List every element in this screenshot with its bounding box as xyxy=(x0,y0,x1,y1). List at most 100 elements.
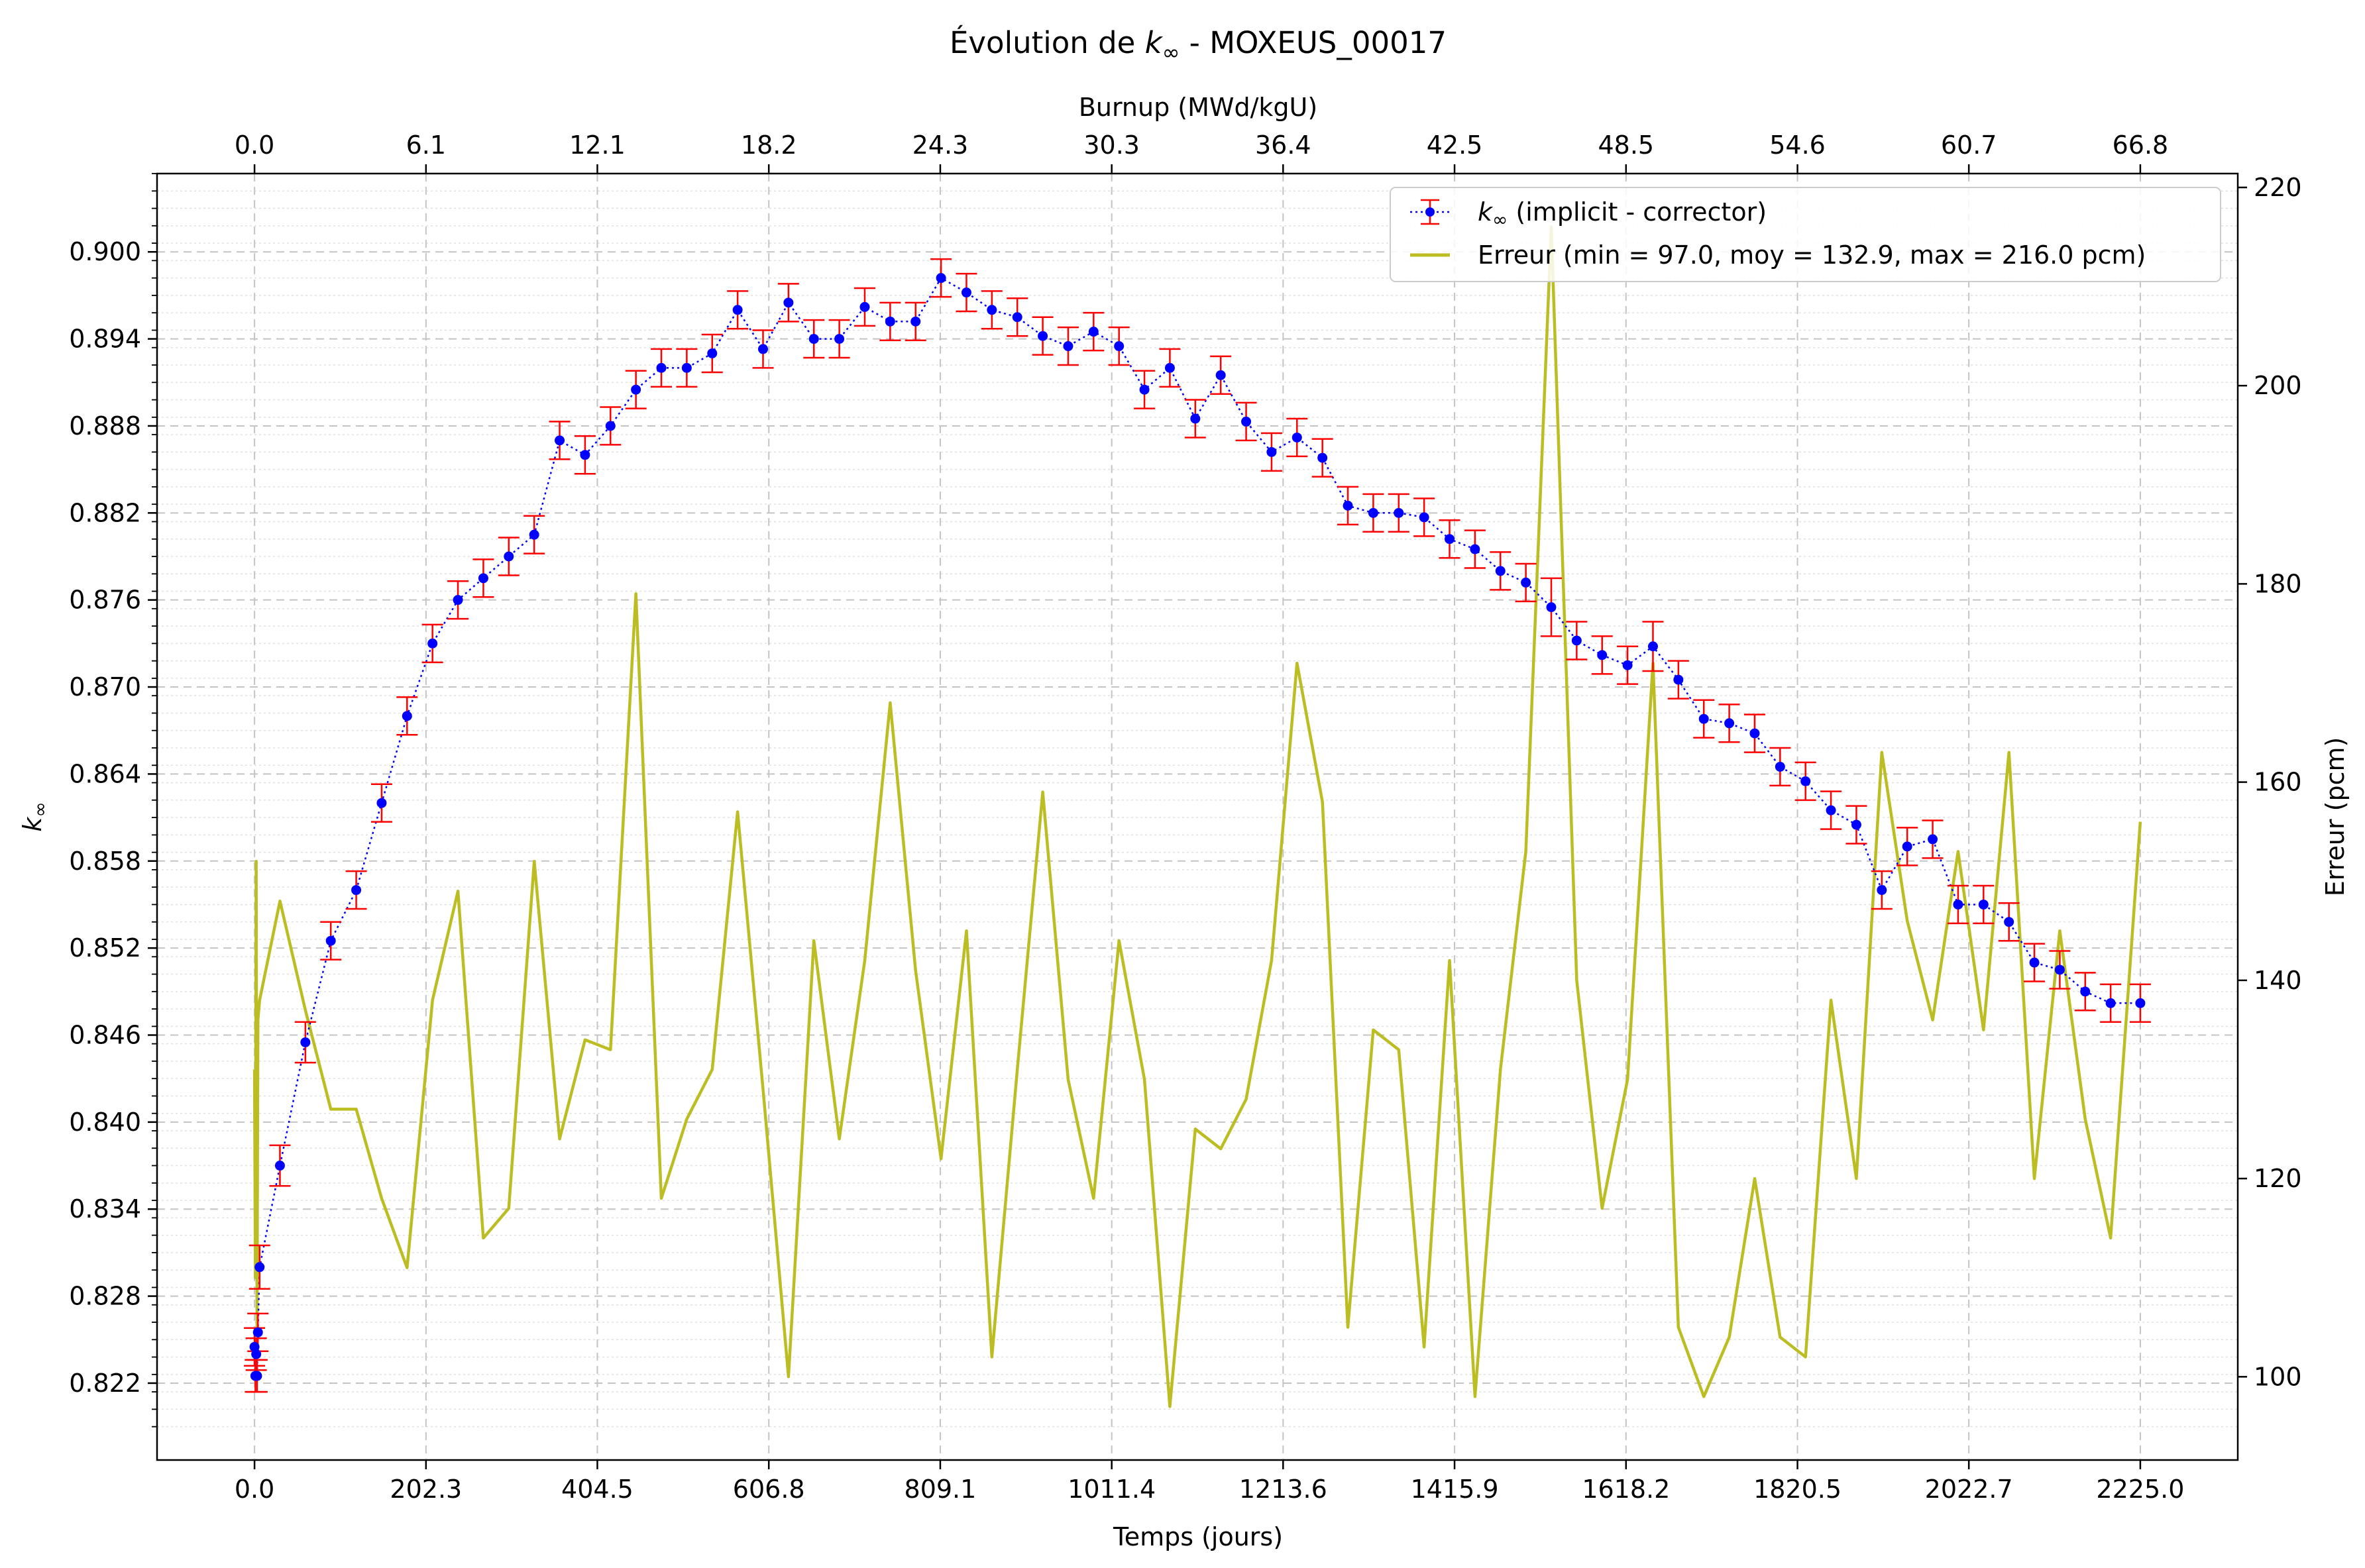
k-point xyxy=(1317,452,1328,463)
x-tick-label: 0.0 xyxy=(235,1475,274,1504)
y-tick-label: 0.900 xyxy=(69,237,141,266)
k-point xyxy=(834,334,845,344)
x-tick-label: 202.3 xyxy=(390,1475,462,1504)
k-point xyxy=(707,348,718,358)
k-point xyxy=(1571,635,1582,646)
k-point xyxy=(504,551,514,562)
k-point xyxy=(859,301,870,312)
x-tick-label: 1415.9 xyxy=(1411,1475,1499,1504)
k-point xyxy=(252,1371,262,1381)
axes: 0.0 0.0 202.3 6.1 404.5 12.1 606.8 18.2 809.1 24.… xyxy=(69,131,2301,1504)
legend-k-label: k∞ (implicit - corrector) xyxy=(1478,197,1767,231)
k-point xyxy=(1597,650,1608,660)
plot-frame xyxy=(156,172,2239,1461)
chart-title: Évolution de k∞ - MOXEUS_00017 xyxy=(950,25,1447,65)
y-tick-label: 0.828 xyxy=(69,1282,141,1311)
x2-tick-label: 60.7 xyxy=(1941,131,1997,160)
k-point xyxy=(1292,432,1302,443)
k-line xyxy=(253,276,2140,1377)
y2-tick-label: 180 xyxy=(2254,569,2302,598)
k-point xyxy=(1800,776,1811,786)
k-point xyxy=(1088,327,1099,337)
k-point xyxy=(732,305,743,315)
x2-tick-label: 12.1 xyxy=(569,131,626,160)
y2-axis-label: Erreur (pcm) xyxy=(2321,737,2350,897)
k-series xyxy=(244,258,2151,1393)
k-point xyxy=(1826,805,1836,815)
k-point xyxy=(376,798,387,808)
k-point xyxy=(1190,413,1201,424)
k-point xyxy=(252,1327,263,1337)
y-tick-label: 0.852 xyxy=(69,933,141,963)
y-tick-label: 0.834 xyxy=(69,1194,141,1224)
k-point xyxy=(1928,834,1938,845)
k-point xyxy=(961,287,971,298)
k-point xyxy=(1470,544,1480,554)
k-point xyxy=(987,305,997,315)
k-point xyxy=(783,297,794,308)
k-point xyxy=(1749,728,1760,739)
y-axis-label: k∞ xyxy=(18,802,51,831)
k-point xyxy=(910,316,921,327)
k-point xyxy=(1445,534,1455,545)
k-point xyxy=(885,316,895,327)
k-point xyxy=(254,1262,265,1273)
k-point xyxy=(1647,641,1658,652)
y-tick-label: 0.870 xyxy=(69,672,141,702)
k-point xyxy=(1724,718,1735,729)
k-point xyxy=(402,711,412,721)
y2-tick-label: 160 xyxy=(2254,768,2302,797)
k-point xyxy=(1164,362,1175,373)
k-point xyxy=(1851,819,1861,830)
x-tick-label: 1820.5 xyxy=(1753,1475,1842,1504)
k-point xyxy=(1063,341,1073,352)
error-series xyxy=(252,225,2142,1408)
k-point xyxy=(2004,917,2014,927)
k-point xyxy=(2105,998,2116,1008)
x2-tick-label: 0.0 xyxy=(235,131,274,160)
k-point xyxy=(631,384,641,395)
legend-error-label: Erreur (min = 97.0, moy = 132.9, max = 2… xyxy=(1478,240,2146,270)
x2-tick-label: 42.5 xyxy=(1427,131,1483,160)
k-point xyxy=(1546,602,1557,613)
k-point xyxy=(1978,899,1989,910)
x2-tick-label: 48.5 xyxy=(1598,131,1654,160)
k-point xyxy=(1902,841,1912,852)
k-point xyxy=(1139,384,1150,395)
k-point xyxy=(2135,998,2146,1008)
legend-box xyxy=(1390,187,2221,282)
x2-tick-label: 54.6 xyxy=(1769,131,1826,160)
x-tick-label: 606.8 xyxy=(733,1475,805,1504)
k-point xyxy=(1266,446,1277,457)
x2-tick-label: 36.4 xyxy=(1255,131,1311,160)
k-point xyxy=(1622,660,1633,670)
x-tick-label: 2225.0 xyxy=(2096,1475,2184,1504)
k-point xyxy=(555,435,565,446)
x-tick-label: 1213.6 xyxy=(1239,1475,1327,1504)
k-point xyxy=(300,1037,311,1047)
y2-tick-label: 140 xyxy=(2254,966,2302,995)
y-tick-label: 0.846 xyxy=(69,1021,141,1050)
k-point xyxy=(478,573,488,584)
y-tick-label: 0.822 xyxy=(69,1369,141,1398)
k-point xyxy=(1241,416,1252,427)
k-point xyxy=(1012,312,1022,323)
k-point xyxy=(1775,761,1785,772)
k-point xyxy=(251,1349,262,1359)
x-tick-label: 1618.2 xyxy=(1582,1475,1670,1504)
k-point xyxy=(936,273,946,284)
k-point xyxy=(1673,674,1684,685)
k-point xyxy=(1419,512,1429,523)
k-point xyxy=(325,935,336,946)
k-point xyxy=(2054,965,2065,975)
y-tick-label: 0.840 xyxy=(69,1108,141,1137)
x2-tick-label: 24.3 xyxy=(912,131,969,160)
k-point xyxy=(1343,500,1353,511)
k-point xyxy=(427,638,438,649)
k-point xyxy=(1215,370,1226,380)
k-point xyxy=(1521,577,1531,588)
k-point xyxy=(2029,957,2040,968)
y-tick-label: 0.882 xyxy=(69,498,141,527)
error-line xyxy=(252,225,2142,1408)
